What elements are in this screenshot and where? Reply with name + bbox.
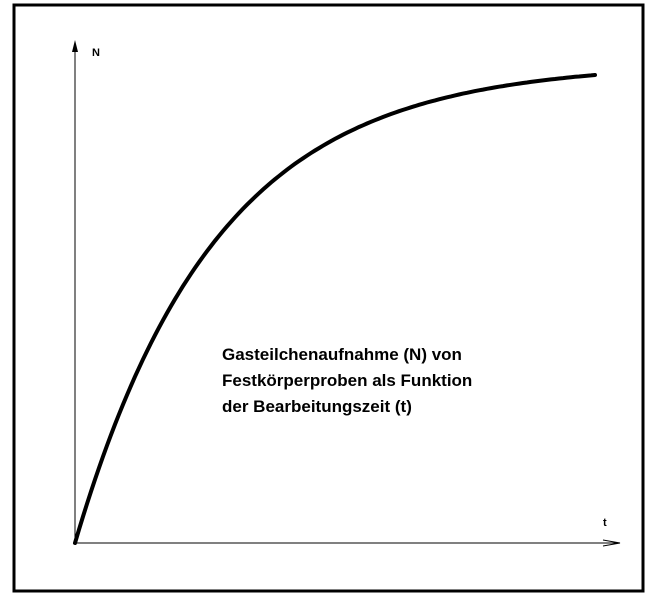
caption-line: der Bearbeitungszeit (t) bbox=[222, 397, 412, 416]
x-axis-label: t bbox=[603, 517, 607, 529]
y-axis-arrow bbox=[72, 40, 78, 52]
saturation-curve bbox=[73, 73, 597, 545]
caption-line: Gasteilchenaufnahme (N) von bbox=[222, 345, 462, 364]
caption-line: Festkörperproben als Funktion bbox=[222, 371, 472, 390]
x-axis-arrow bbox=[602, 539, 621, 547]
frame bbox=[12, 3, 645, 593]
y-axis-label: N bbox=[92, 47, 100, 59]
